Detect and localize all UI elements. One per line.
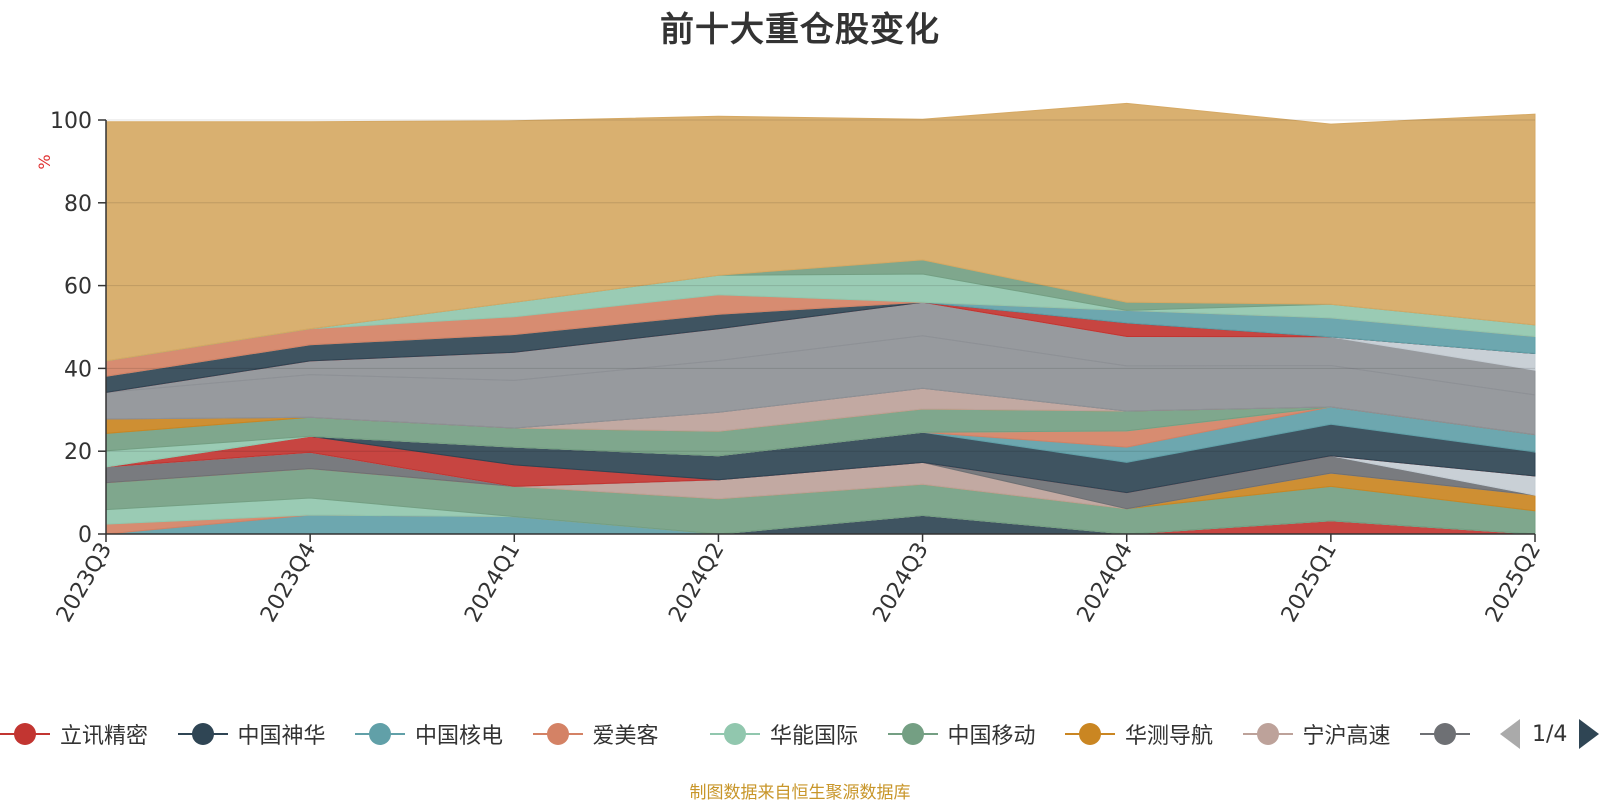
legend-pager: 1/4 — [1500, 716, 1600, 752]
x-tick-label-2023Q3: 2023Q3 — [52, 539, 117, 627]
legend-symbol — [710, 719, 760, 749]
y-tick-label-80: 80 — [64, 192, 92, 217]
legend-label: 华测导航 — [1125, 724, 1214, 749]
y-tick-label-0: 0 — [78, 523, 92, 548]
legend-symbol — [1065, 719, 1115, 749]
x-tick-label-2023Q4: 2023Q4 — [256, 539, 321, 627]
legend-item-1[interactable]: 立讯精密 — [0, 712, 148, 756]
area-series-30 — [105, 102, 1536, 362]
y-tick-label-100: 100 — [50, 109, 92, 134]
y-axis-label: % — [35, 154, 54, 169]
legend-symbol — [0, 719, 50, 749]
area-series-group — [105, 102, 1536, 535]
legend-symbol — [1242, 719, 1293, 749]
legend-label: 宁沪高速 — [1302, 724, 1391, 749]
legend-item-7[interactable]: 华测导航 — [1065, 712, 1213, 756]
y-tick-label-60: 60 — [64, 275, 92, 300]
legend-item-8[interactable]: 宁沪高速 — [1242, 712, 1391, 756]
legend-item-9[interactable]: 美的集团 — [1420, 712, 1480, 756]
x-tick-label-2025Q1: 2025Q1 — [1277, 539, 1342, 627]
legend-item-6[interactable]: 中国移动 — [887, 712, 1036, 756]
source-note: 制图数据来自恒生聚源数据库 — [689, 783, 911, 803]
legend-page-indicator: 1/4 — [1532, 721, 1568, 747]
legend-symbol — [355, 719, 405, 749]
legend-label: 爱美客 — [592, 724, 659, 749]
legend: 立讯精密 中国神华 中国核电 爱美客 华能国际 中国移动 华测导航 宁沪高速 美的集团 — [0, 712, 1480, 756]
legend-label: 中国核电 — [415, 724, 504, 749]
legend-label: 立讯精密 — [60, 724, 149, 749]
legend-label: 中国神华 — [237, 724, 326, 749]
gridlines — [106, 119, 1535, 452]
x-tick-label-2024Q1: 2024Q1 — [460, 539, 525, 627]
y-tick-label-20: 20 — [64, 440, 92, 465]
legend-symbol — [1420, 719, 1470, 749]
legend-item-4[interactable]: 爱美客 — [532, 712, 659, 756]
legend-symbol — [532, 719, 583, 749]
legend-symbol — [177, 719, 228, 749]
x-tick-label-2024Q3: 2024Q3 — [868, 539, 933, 627]
y-tick-label-40: 40 — [64, 357, 92, 382]
x-tick-label-2024Q4: 2024Q4 — [1073, 539, 1138, 627]
x-tick-label-2025Q2: 2025Q2 — [1481, 539, 1546, 627]
chart-title: 前十大重仓股变化 — [660, 10, 940, 50]
legend-label: 华能国际 — [770, 724, 859, 749]
legend-item-3[interactable]: 中国核电 — [355, 712, 503, 756]
legend-item-2[interactable]: 中国神华 — [177, 712, 326, 756]
legend-item-5[interactable]: 华能国际 — [710, 712, 858, 756]
legend-prev-page-button[interactable] — [1500, 719, 1520, 749]
x-tick-label-2024Q2: 2024Q2 — [664, 539, 729, 627]
legend-symbol — [887, 719, 938, 749]
legend-next-page-button[interactable] — [1579, 719, 1600, 749]
legend-label: 中国移动 — [947, 724, 1036, 749]
